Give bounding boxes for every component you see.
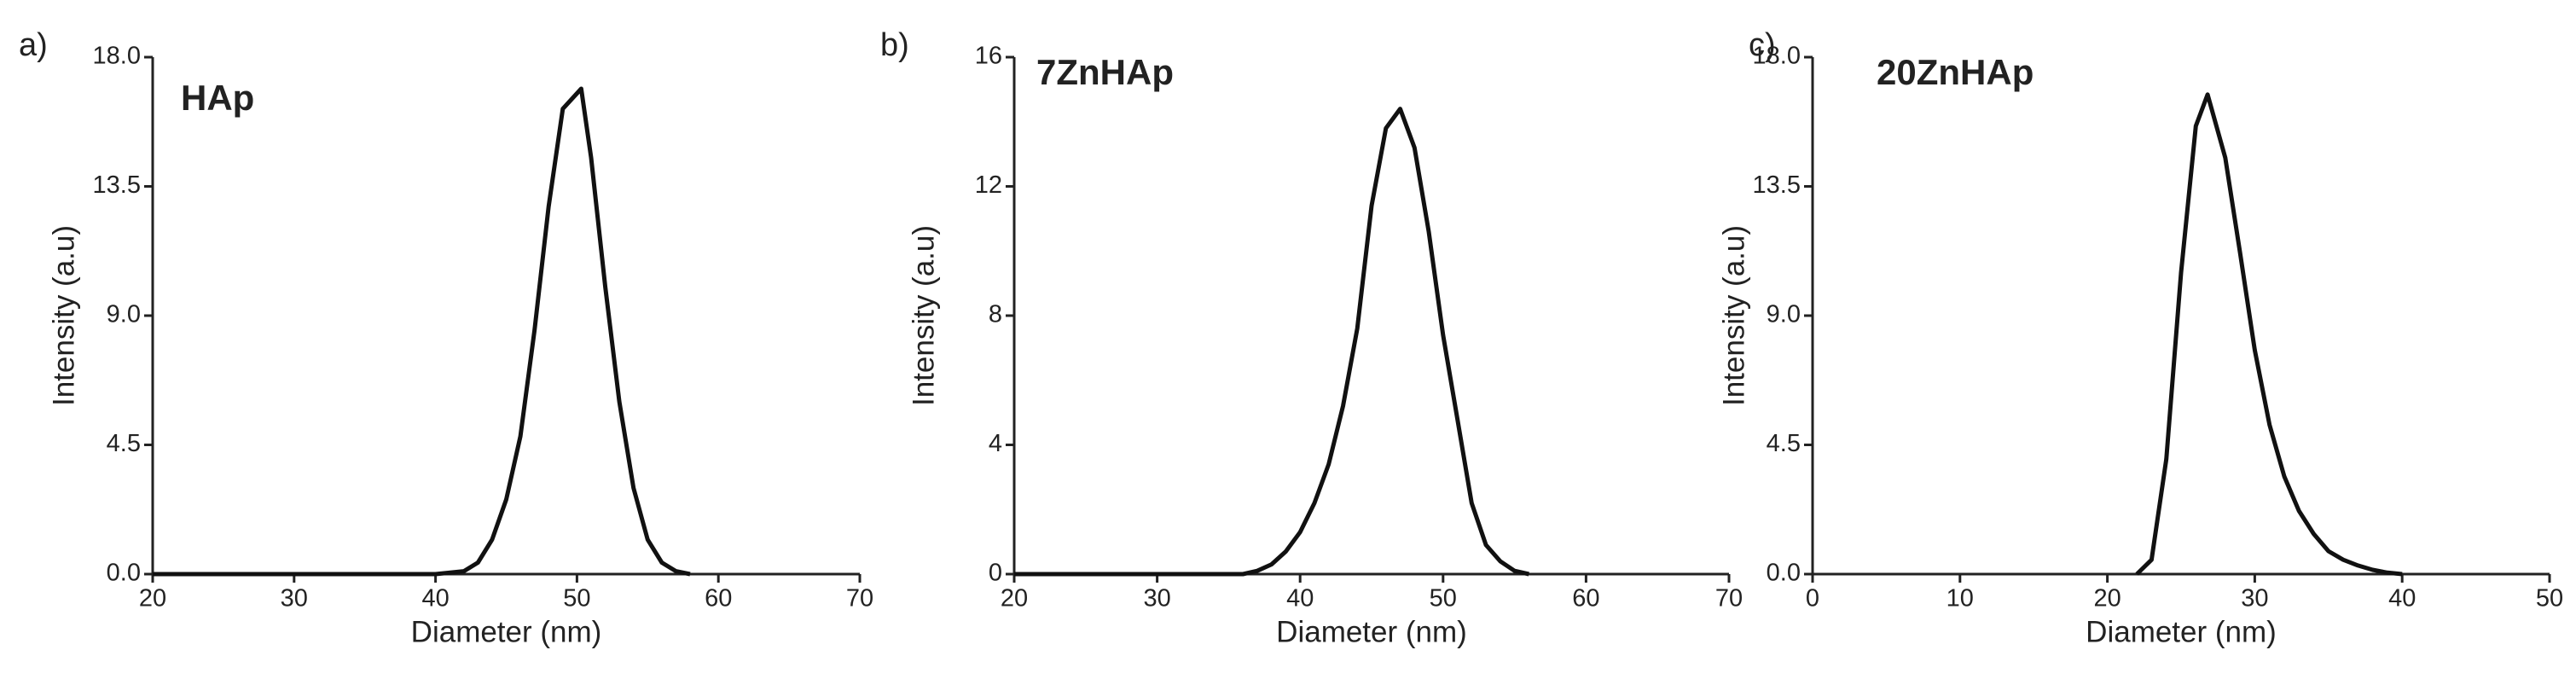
x-tick-label: 70 <box>1715 585 1743 612</box>
y-tick-label: 12 <box>975 171 1002 199</box>
panel-label: a) <box>19 27 48 63</box>
data-line <box>2135 92 2403 577</box>
y-tick-label: 0.0 <box>107 560 141 587</box>
x-tick-label: 10 <box>1947 585 1974 612</box>
x-tick-label: 50 <box>563 585 590 612</box>
x-tick-label: 60 <box>705 585 732 612</box>
x-tick-label: 40 <box>1286 585 1314 612</box>
y-tick-label: 16 <box>975 43 1002 70</box>
annotation: 7ZnHAp <box>1036 52 1174 92</box>
x-tick-label: 40 <box>421 585 449 612</box>
y-axis-title: Intensity (a.u) <box>907 225 940 406</box>
y-tick-label: 9.0 <box>1767 301 1801 328</box>
y-axis-title: Intensity (a.u) <box>47 225 80 406</box>
y-tick-label: 4.5 <box>1767 430 1801 457</box>
x-tick-label: 30 <box>1143 585 1170 612</box>
annotation: HAp <box>181 78 254 118</box>
panel-label: b) <box>880 27 909 63</box>
x-tick-label: 20 <box>139 585 166 612</box>
x-tick-label: 50 <box>2536 585 2563 612</box>
y-tick-label: 13.5 <box>1753 171 1801 199</box>
x-tick-label: 30 <box>2241 585 2268 612</box>
x-tick-label: 20 <box>2093 585 2121 612</box>
y-tick-label: 13.5 <box>93 171 141 199</box>
y-axis-title: Intensity (a.u) <box>1717 225 1750 406</box>
x-tick-label: 20 <box>1001 585 1028 612</box>
y-tick-label: 4.5 <box>107 430 141 457</box>
x-axis-title: Diameter (nm) <box>2086 615 2277 648</box>
y-tick-label: 4 <box>989 430 1002 457</box>
panel-label: c) <box>1749 27 1776 63</box>
x-axis-title: Diameter (nm) <box>411 615 602 648</box>
x-tick-label: 40 <box>2388 585 2416 612</box>
y-tick-label: 0 <box>989 560 1002 587</box>
x-tick-label: 30 <box>281 585 308 612</box>
annotation: 20ZnHAp <box>1877 52 2034 92</box>
x-tick-label: 50 <box>1430 585 1457 612</box>
y-tick-label: 0.0 <box>1767 560 1801 587</box>
x-axis-title: Diameter (nm) <box>1276 615 1467 648</box>
x-tick-label: 70 <box>846 585 873 612</box>
y-tick-label: 8 <box>989 301 1002 328</box>
y-tick-label: 18.0 <box>1753 43 1801 70</box>
y-tick-label: 18.0 <box>93 43 141 70</box>
x-tick-label: 0 <box>1806 585 1819 612</box>
data-line <box>153 86 691 577</box>
x-tick-label: 60 <box>1572 585 1599 612</box>
data-line <box>1014 107 1529 577</box>
y-tick-label: 9.0 <box>107 301 141 328</box>
